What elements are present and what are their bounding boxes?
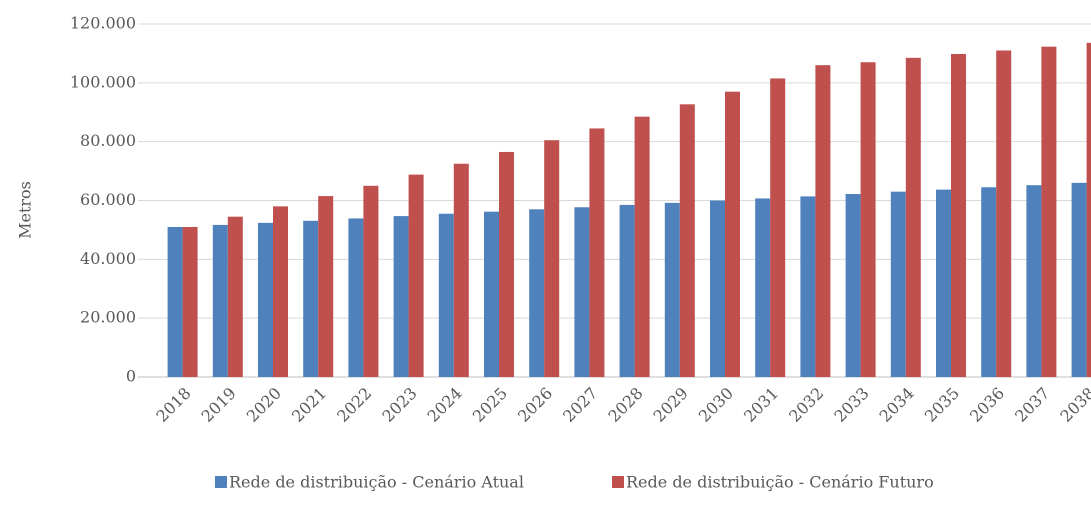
x-tick-label: 2038 — [1056, 384, 1091, 426]
bar — [634, 116, 650, 377]
bar — [664, 202, 680, 377]
x-tick-label: 2021 — [288, 384, 330, 426]
x-tick-label: 2020 — [243, 384, 285, 426]
x-tick-label: 2037 — [1011, 384, 1053, 426]
bar — [725, 91, 740, 378]
bar — [438, 213, 454, 377]
bar — [453, 163, 469, 377]
bar — [484, 211, 499, 377]
bar — [363, 185, 379, 377]
bar — [393, 216, 409, 377]
x-tick-label: 2027 — [559, 384, 601, 426]
bar — [905, 57, 921, 378]
x-tick-label: 2019 — [198, 384, 240, 426]
bar — [619, 204, 635, 377]
bar — [936, 189, 951, 377]
bar — [227, 216, 243, 377]
bar — [860, 62, 876, 377]
y-tick-label: 40.000 — [80, 249, 136, 268]
bar — [212, 224, 228, 377]
y-tick-label: 20.000 — [80, 308, 136, 327]
y-tick-label: 0 — [126, 367, 136, 386]
bar — [770, 78, 786, 377]
bar — [1026, 185, 1042, 377]
bar — [1041, 46, 1057, 378]
bar — [574, 207, 590, 377]
bar — [710, 200, 725, 377]
bar — [408, 174, 424, 377]
bar — [348, 218, 364, 377]
bar — [996, 50, 1012, 377]
bar — [318, 196, 334, 377]
bar — [167, 226, 183, 377]
y-axis-label: Metros — [16, 181, 35, 239]
y-tick-label: 120.000 — [70, 14, 136, 33]
x-tick-label: 2025 — [469, 384, 511, 426]
x-tick-label: 2029 — [650, 384, 692, 426]
x-tick-label: 2030 — [695, 384, 737, 426]
y-tick-label: 60.000 — [80, 190, 136, 209]
bar — [258, 222, 273, 377]
x-tick-label: 2026 — [514, 384, 556, 426]
bar — [679, 104, 695, 378]
bar — [800, 196, 816, 377]
bar — [845, 194, 861, 377]
bar — [1071, 182, 1087, 377]
x-tick-label: 2018 — [152, 384, 194, 426]
x-tick-label: 2024 — [424, 384, 466, 426]
legend-swatch — [612, 476, 624, 488]
bar — [529, 209, 545, 377]
bar — [273, 206, 288, 377]
x-tick-label: 2028 — [604, 384, 646, 426]
bar — [1086, 42, 1091, 378]
x-tick-label: 2033 — [830, 384, 872, 426]
bar — [499, 151, 514, 377]
x-tick-label: 2036 — [966, 384, 1008, 426]
legend-label: Rede de distribuição - Cenário Atual — [229, 473, 524, 492]
y-tick-label: 100.000 — [70, 72, 136, 91]
bar — [589, 128, 605, 377]
bar — [544, 140, 560, 377]
x-tick-label: 2023 — [378, 384, 420, 426]
bar — [303, 220, 319, 377]
bar — [755, 198, 771, 377]
bar — [890, 191, 906, 377]
x-tick-label: 2031 — [740, 384, 782, 426]
legend-label: Rede de distribuição - Cenário Futuro — [626, 473, 934, 492]
bar — [981, 187, 997, 377]
x-tick-label: 2032 — [785, 384, 827, 426]
y-tick-label: 80.000 — [80, 131, 136, 150]
bar — [182, 226, 198, 377]
bar — [951, 54, 966, 377]
x-tick-label: 2035 — [921, 384, 963, 426]
bar — [815, 65, 831, 377]
legend-swatch — [215, 476, 227, 488]
x-tick-label: 2022 — [333, 384, 375, 426]
x-tick-label: 2034 — [876, 384, 918, 426]
